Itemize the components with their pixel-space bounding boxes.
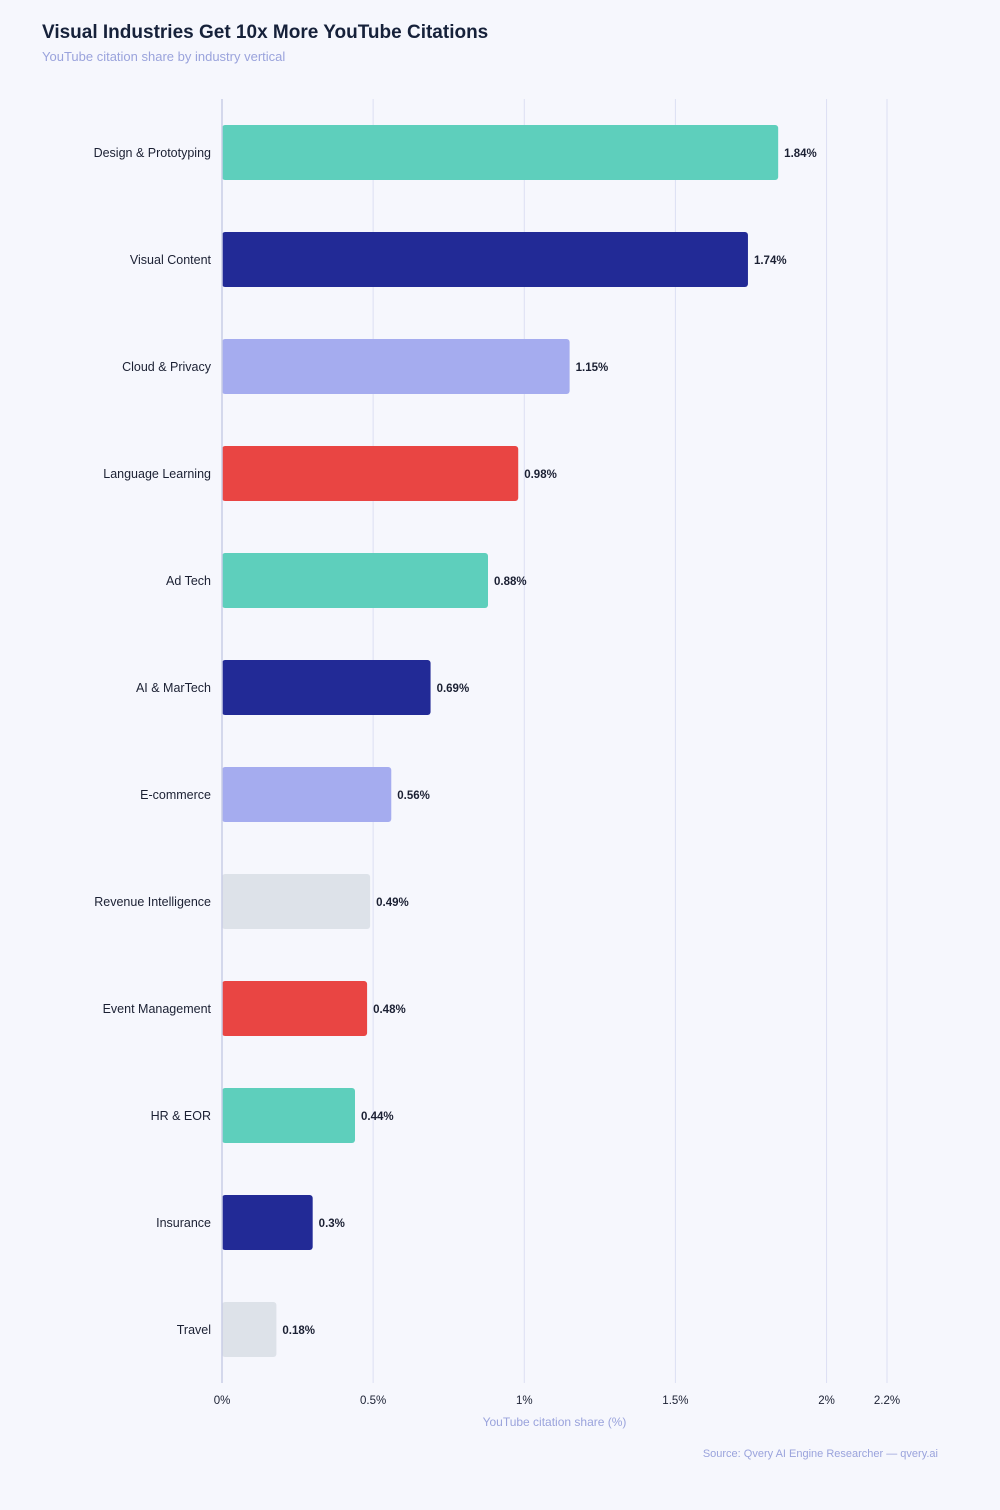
x-tick-label-1: 0.5% bbox=[360, 1395, 386, 1407]
category-label-7: Revenue Intelligence bbox=[94, 895, 211, 909]
value-label-9: 0.44% bbox=[361, 1111, 394, 1123]
chart-title: Visual Industries Get 10x More YouTube C… bbox=[42, 22, 489, 43]
bar-2 bbox=[222, 339, 570, 394]
category-label-0: Design & Prototyping bbox=[94, 146, 211, 160]
x-axis-title: YouTube citation share (%) bbox=[483, 1415, 627, 1429]
bar-9 bbox=[222, 1088, 355, 1143]
category-label-6: E-commerce bbox=[140, 788, 211, 802]
bar-8 bbox=[222, 981, 368, 1036]
bar-chart: Design & Prototyping 1.84% Visual Content 1… bbox=[94, 99, 900, 1429]
value-label-6: 0.56% bbox=[397, 790, 430, 802]
value-label-5: 0.69% bbox=[437, 683, 470, 695]
category-label-2: Cloud & Privacy bbox=[122, 360, 212, 374]
value-label-0: 1.84% bbox=[784, 148, 817, 160]
bar-3 bbox=[222, 446, 519, 501]
value-label-7: 0.49% bbox=[376, 897, 409, 909]
value-label-3: 0.98% bbox=[524, 469, 557, 481]
bar-1 bbox=[222, 232, 748, 287]
bar-10 bbox=[222, 1195, 313, 1250]
bar-7 bbox=[222, 874, 371, 929]
x-tick-label-3: 1.5% bbox=[662, 1395, 688, 1407]
value-label-11: 0.18% bbox=[282, 1325, 315, 1337]
value-label-10: 0.3% bbox=[319, 1218, 345, 1230]
category-label-4: Ad Tech bbox=[166, 574, 211, 588]
category-label-5: AI & MarTech bbox=[136, 681, 211, 695]
x-tick-label-5: 2.2% bbox=[874, 1395, 900, 1407]
category-label-1: Visual Content bbox=[130, 253, 212, 267]
bar-11 bbox=[222, 1302, 277, 1357]
value-label-4: 0.88% bbox=[494, 576, 527, 588]
bar-6 bbox=[222, 767, 392, 822]
value-label-2: 1.15% bbox=[576, 362, 609, 374]
category-label-9: HR & EOR bbox=[151, 1109, 211, 1123]
value-label-1: 1.74% bbox=[754, 255, 787, 267]
bar-4 bbox=[222, 553, 488, 608]
x-tick-label-4: 2% bbox=[818, 1395, 835, 1407]
x-tick-label-2: 1% bbox=[516, 1395, 533, 1407]
category-label-3: Language Learning bbox=[103, 467, 211, 481]
bar-0 bbox=[222, 125, 779, 180]
value-label-8: 0.48% bbox=[373, 1004, 406, 1016]
category-label-11: Travel bbox=[177, 1323, 211, 1337]
chart-subtitle: YouTube citation share by industry verti… bbox=[42, 49, 286, 64]
source-note: Source: Qvery AI Engine Researcher — qve… bbox=[702, 1448, 938, 1460]
x-tick-label-0: 0% bbox=[214, 1395, 231, 1407]
category-label-8: Event Management bbox=[103, 1002, 212, 1016]
bar-5 bbox=[222, 660, 431, 715]
category-label-10: Insurance bbox=[156, 1216, 211, 1230]
